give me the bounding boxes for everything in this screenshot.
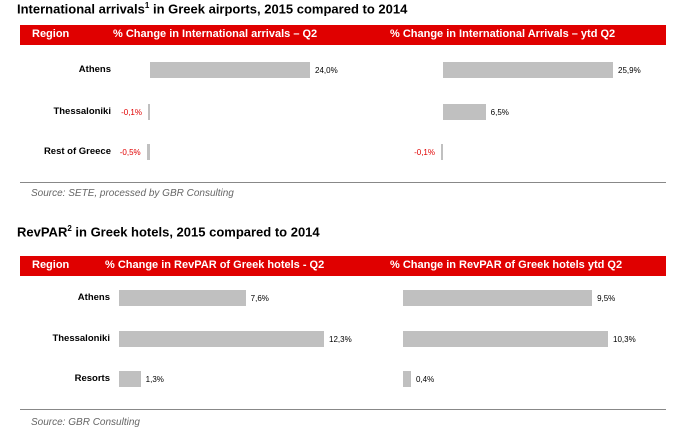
chart2-header-region: Region: [32, 259, 70, 271]
chart2-value-label: 7,6%: [250, 294, 269, 303]
chart2-value-label: 0,4%: [415, 375, 435, 384]
chart2-header-col1: % Change in RevPAR of Greek hotels - Q2: [105, 259, 325, 271]
chart1-value-label: -0,1%: [414, 148, 435, 157]
chart2-bar: [403, 371, 411, 387]
chart2-bar: [403, 290, 593, 306]
chart1-header: Region % Change in International arrival…: [20, 25, 666, 45]
chart2-value-label: 1,3%: [145, 375, 164, 384]
chart1-title: International arrivals1 in Greek airport…: [17, 1, 408, 17]
chart1-category-label: Rest of Greece: [43, 146, 111, 157]
chart1-category-label: Athens: [78, 64, 111, 75]
chart1-value-label: 24,0%: [315, 66, 338, 75]
chart1-value-label: -0,1%: [121, 108, 142, 117]
chart2-value-label: 12,3%: [329, 335, 352, 344]
chart1-divider: [20, 182, 666, 183]
chart2-category-label: Thessaloniki: [52, 333, 110, 344]
chart2-divider: [20, 409, 666, 410]
chart2-header-col2: % Change in RevPAR of Greek hotels ytd Q…: [390, 259, 623, 271]
chart2-bar: [403, 331, 608, 347]
chart1-bar: [146, 144, 150, 160]
chart1-header-col2: % Change in International Arrivals – ytd…: [390, 28, 616, 40]
chart1-value-label: 6,5%: [490, 108, 509, 117]
chart2-bar: [119, 371, 141, 387]
chart1-bar: [148, 104, 150, 120]
chart2-category-label: Athens: [77, 292, 110, 303]
chart2-source: Source: GBR Consulting: [31, 417, 140, 428]
chart1-bar: [150, 62, 310, 78]
chart1-header-col1: % Change in International arrivals – Q2: [113, 28, 318, 40]
chart2-bar: [119, 290, 246, 306]
chart1-value-label: -0,5%: [119, 148, 141, 157]
chart2-header: Region % Change in RevPAR of Greek hotel…: [20, 256, 666, 276]
chart2-category-label: Resorts: [74, 373, 110, 384]
chart1-category-label: Thessaloniki: [53, 106, 111, 117]
chart1-header-region: Region: [32, 28, 70, 40]
chart1-bar: [443, 62, 613, 78]
chart2-value-label: 9,5%: [597, 294, 616, 303]
chart2-title: RevPAR2 in Greek hotels, 2015 compared t…: [17, 224, 320, 240]
chart2-value-label: 10,3%: [613, 335, 636, 344]
chart1-value-label: 25,9%: [618, 66, 641, 75]
chart1-source: Source: SETE, processed by GBR Consultin…: [31, 188, 234, 199]
chart2-bar: [119, 331, 324, 347]
chart1-bar: [443, 104, 486, 120]
chart1-bar: [441, 144, 443, 160]
